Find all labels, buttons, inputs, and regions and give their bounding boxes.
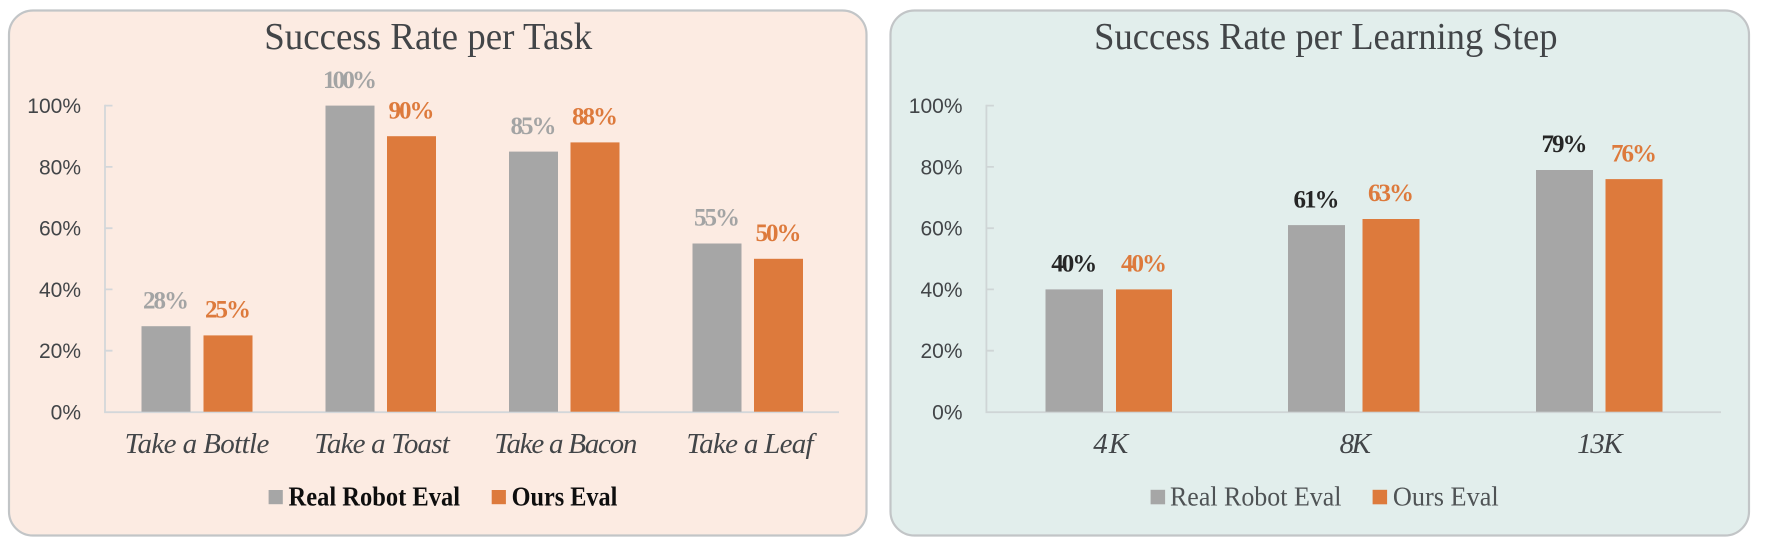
svg-text:55%: 55% (694, 205, 740, 232)
svg-text:79%: 79% (1542, 131, 1588, 158)
svg-text:Ours Eval: Ours Eval (512, 482, 618, 512)
svg-text:Success Rate per Task: Success Rate per Task (264, 16, 592, 58)
svg-text:Take a Toast: Take a Toast (314, 428, 450, 460)
svg-text:0%: 0% (51, 401, 81, 424)
svg-text:25%: 25% (205, 297, 251, 324)
svg-text:8K: 8K (1340, 428, 1373, 460)
svg-text:61%: 61% (1294, 186, 1340, 213)
svg-text:60%: 60% (39, 218, 81, 241)
svg-text:Take a Leaf: Take a Leaf (686, 428, 817, 460)
svg-text:13K: 13K (1577, 428, 1624, 460)
svg-text:20%: 20% (39, 340, 81, 363)
svg-text:Real Robot Eval: Real Robot Eval (1170, 482, 1342, 512)
svg-text:Take a Bacon: Take a Bacon (494, 428, 637, 460)
svg-text:Take a Bottle: Take a Bottle (125, 428, 270, 460)
svg-text:20%: 20% (920, 340, 962, 363)
svg-text:Ours Eval: Ours Eval (1393, 482, 1499, 512)
svg-text:63%: 63% (1368, 180, 1414, 207)
svg-text:85%: 85% (511, 113, 557, 140)
svg-text:100%: 100% (909, 95, 963, 118)
svg-text:Success Rate per Learning Step: Success Rate per Learning Step (1094, 16, 1557, 58)
svg-text:80%: 80% (39, 156, 81, 179)
svg-text:60%: 60% (920, 218, 962, 241)
svg-text:40%: 40% (1121, 251, 1167, 278)
svg-text:100%: 100% (323, 67, 377, 94)
svg-text:40%: 40% (920, 279, 962, 302)
svg-text:40%: 40% (1051, 251, 1097, 278)
svg-text:80%: 80% (920, 156, 962, 179)
svg-text:90%: 90% (389, 97, 435, 124)
svg-text:4K: 4K (1093, 428, 1130, 460)
svg-text:88%: 88% (572, 104, 618, 131)
svg-text:28%: 28% (143, 287, 189, 314)
svg-text:50%: 50% (756, 220, 802, 247)
svg-text:76%: 76% (1611, 140, 1657, 167)
svg-text:40%: 40% (39, 279, 81, 302)
svg-text:100%: 100% (27, 95, 81, 118)
svg-text:Real Robot Eval: Real Robot Eval (289, 482, 461, 512)
svg-text:0%: 0% (932, 401, 962, 424)
